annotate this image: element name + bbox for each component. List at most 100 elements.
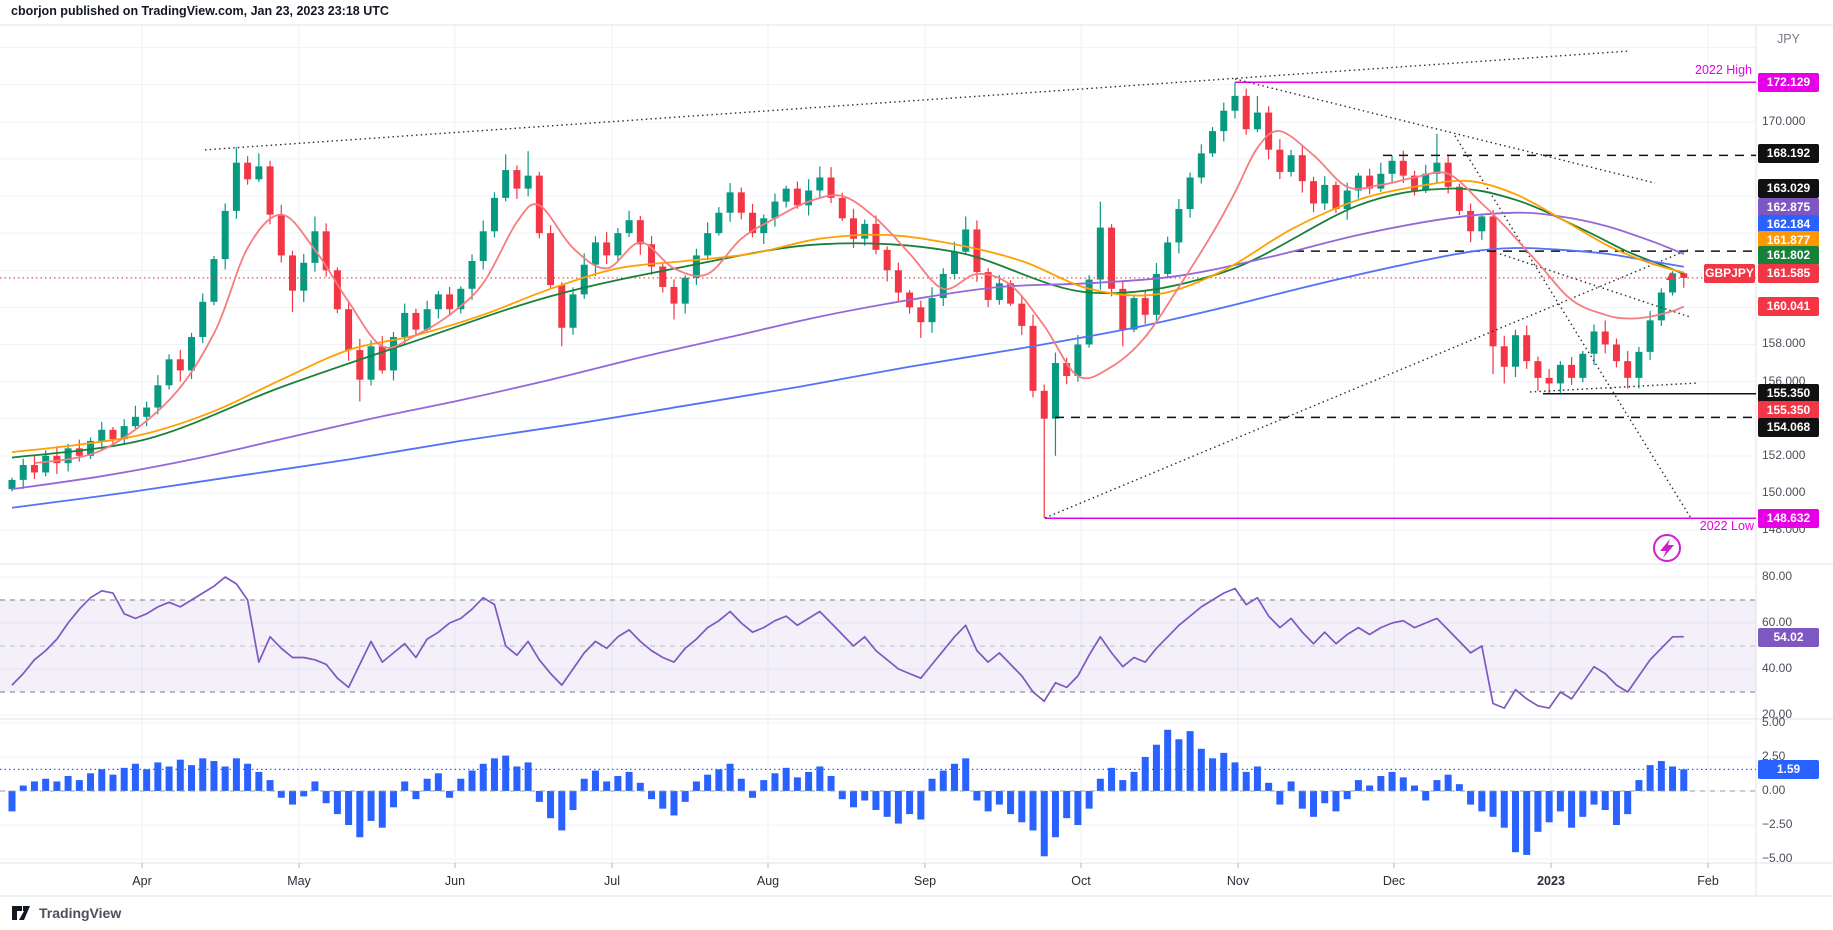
histogram-bar xyxy=(827,776,835,791)
histogram-bar xyxy=(434,773,442,791)
histogram-bar xyxy=(603,781,611,791)
histogram-bar xyxy=(1523,790,1531,855)
candle-down xyxy=(1534,361,1542,378)
trendline-rising-support-from-sep-low xyxy=(1044,249,1689,519)
histogram-bar xyxy=(289,790,296,805)
histogram-bar xyxy=(1680,769,1688,791)
candle-up xyxy=(8,479,16,490)
candle-up xyxy=(1433,162,1441,174)
histogram-bar xyxy=(210,761,218,791)
trendlines xyxy=(204,50,1698,521)
candle-up xyxy=(457,288,465,310)
histogram-bar xyxy=(558,790,566,831)
histogram-bar xyxy=(457,778,465,791)
candle-up xyxy=(704,233,712,256)
candle-down xyxy=(1489,216,1497,347)
candle-up xyxy=(1220,110,1228,132)
histogram-bar xyxy=(19,785,27,791)
candle-up xyxy=(950,251,958,274)
candle-up xyxy=(1646,320,1654,352)
histogram-bar xyxy=(1624,790,1632,815)
candle-up xyxy=(1085,279,1093,345)
candle-down xyxy=(648,244,656,267)
candle-up xyxy=(580,264,588,295)
histogram-bar xyxy=(1511,790,1519,853)
tradingview-logo-text: TradingView xyxy=(39,905,122,921)
histogram-bar xyxy=(1568,790,1576,828)
candle-down xyxy=(176,359,184,371)
histogram-bar xyxy=(547,790,555,819)
candle-up xyxy=(1175,209,1183,243)
histogram-bar xyxy=(502,755,510,791)
histogram-bar xyxy=(87,773,95,791)
candle-down xyxy=(670,286,678,304)
candle-down xyxy=(984,272,992,300)
candle-up xyxy=(681,277,689,304)
candle-up xyxy=(300,262,308,291)
histogram-bar xyxy=(681,790,689,802)
candle-up xyxy=(64,448,72,464)
candle-down xyxy=(266,166,274,215)
trendline-long-rising-resistance xyxy=(204,50,1631,151)
candle-down xyxy=(1523,335,1531,362)
histogram-bar xyxy=(1063,790,1071,819)
histogram-bar xyxy=(1612,790,1620,825)
histogram-bar xyxy=(950,763,958,791)
candle-up xyxy=(1556,364,1564,384)
histogram-bar xyxy=(389,790,397,808)
histogram-bar xyxy=(255,771,263,791)
candle-down xyxy=(603,242,611,256)
histogram-bar xyxy=(1108,767,1116,791)
attribution-text: cborjon published on TradingView.com, Ja… xyxy=(11,4,389,18)
candle-down xyxy=(1029,325,1037,391)
histogram-bar xyxy=(1590,790,1598,805)
candle-down xyxy=(109,429,117,440)
histogram-bar xyxy=(973,790,981,801)
histogram-bar xyxy=(1152,744,1160,791)
histogram-bar xyxy=(1411,785,1418,791)
candle-up xyxy=(1321,184,1329,204)
histogram-bar xyxy=(1444,774,1452,791)
histogram-bar xyxy=(591,770,599,791)
histogram-bar xyxy=(154,762,162,791)
candle-down xyxy=(737,192,745,213)
histogram-bar xyxy=(468,770,476,791)
histogram-bar xyxy=(232,758,240,791)
histogram-bar xyxy=(277,790,285,798)
histogram-bar xyxy=(356,790,364,838)
candle-down xyxy=(850,218,857,239)
histogram-bar xyxy=(524,762,532,791)
histogram-bar xyxy=(1265,782,1273,791)
candle-up xyxy=(726,192,734,213)
histogram-bar xyxy=(1433,780,1441,791)
candle-down xyxy=(1018,303,1026,326)
candle-up xyxy=(154,385,162,408)
histogram-bar xyxy=(580,778,588,791)
histogram-bar xyxy=(995,790,1003,805)
tradingview-logo[interactable]: TradingView xyxy=(10,902,121,924)
candle-down xyxy=(547,233,555,286)
candle-down xyxy=(446,294,454,310)
candle-down xyxy=(277,214,285,256)
histogram-bar xyxy=(1534,790,1542,832)
candle-down xyxy=(1310,181,1318,204)
candle-down xyxy=(513,170,521,189)
gridlines xyxy=(0,25,1756,862)
histogram-bar xyxy=(984,790,992,812)
histogram-bar xyxy=(692,781,700,791)
histogram-bar xyxy=(1377,776,1385,791)
rsi-panel xyxy=(0,576,1756,709)
candle-up xyxy=(1388,160,1396,174)
histogram-bar xyxy=(1141,756,1149,791)
histogram-bar xyxy=(75,780,83,791)
histogram-bar xyxy=(749,790,757,798)
histogram-bar xyxy=(490,758,498,791)
lightning-icon[interactable] xyxy=(1653,534,1681,562)
histogram-bar xyxy=(726,763,734,791)
histogram-bar xyxy=(143,769,151,791)
ma-purple-100 xyxy=(11,211,1685,491)
candle-up xyxy=(1635,351,1643,378)
histogram-bar xyxy=(412,790,420,800)
